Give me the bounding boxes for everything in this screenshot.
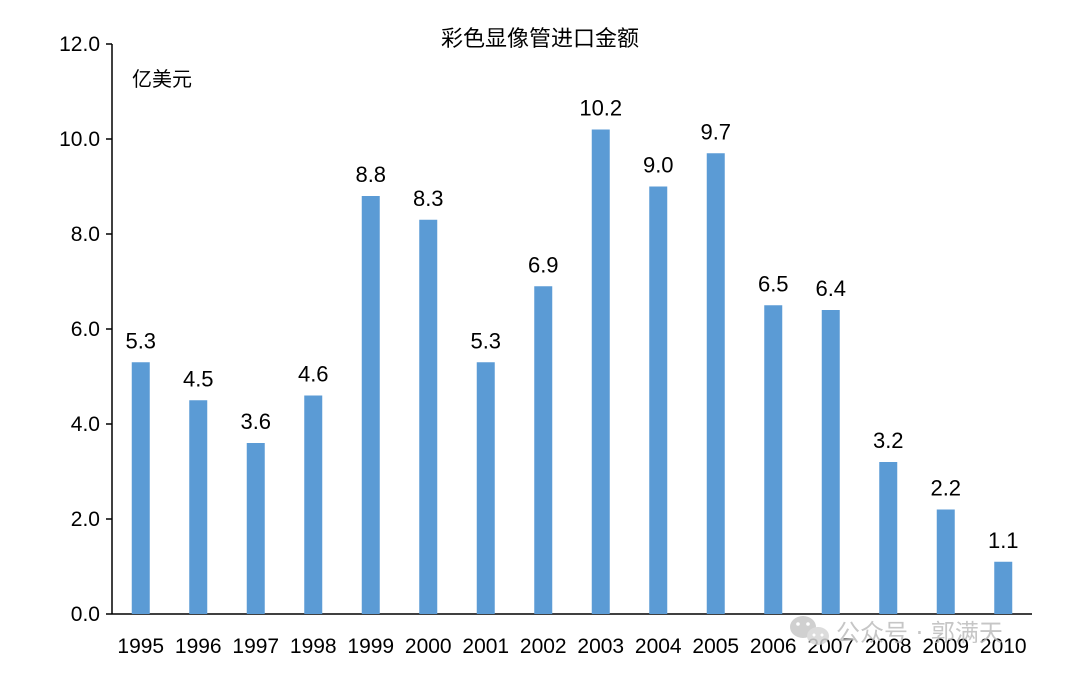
bar-1997 bbox=[246, 443, 265, 614]
data-label-1996: 4.5 bbox=[183, 366, 214, 391]
bar-2003 bbox=[591, 129, 610, 614]
data-label-2004: 9.0 bbox=[643, 153, 674, 178]
data-label-2000: 8.3 bbox=[413, 186, 444, 211]
data-label-1998: 4.6 bbox=[298, 362, 329, 387]
category-label-2000: 2000 bbox=[405, 635, 452, 658]
category-label-2009: 2009 bbox=[922, 635, 969, 658]
data-label-2005: 9.7 bbox=[700, 119, 731, 144]
bar-1998 bbox=[304, 395, 323, 614]
bar-1996 bbox=[189, 400, 208, 614]
bar-2000 bbox=[419, 219, 438, 614]
data-label-1995: 5.3 bbox=[125, 328, 156, 353]
y-tick-label: 10.0 bbox=[59, 128, 100, 151]
data-label-2007: 6.4 bbox=[815, 276, 846, 301]
watermark: 公众号 · 郭满天 bbox=[790, 616, 1003, 647]
data-label-1999: 8.8 bbox=[355, 162, 386, 187]
category-label-2001: 2001 bbox=[462, 635, 509, 658]
y-tick-label: 2.0 bbox=[71, 508, 100, 531]
data-label-2001: 5.3 bbox=[470, 328, 501, 353]
bar-2001 bbox=[476, 362, 495, 614]
y-tick-label: 4.0 bbox=[71, 413, 100, 436]
category-label-2005: 2005 bbox=[692, 635, 739, 658]
category-label-2006: 2006 bbox=[750, 635, 797, 658]
category-label-1997: 1997 bbox=[232, 635, 279, 658]
bar-2002 bbox=[534, 286, 553, 614]
data-label-2010: 1.1 bbox=[988, 528, 1019, 553]
data-label-1997: 3.6 bbox=[240, 409, 271, 434]
category-label-1998: 1998 bbox=[290, 635, 337, 658]
watermark-text: 公众号 · 郭满天 bbox=[836, 619, 1003, 647]
data-label-2008: 3.2 bbox=[873, 428, 904, 453]
y-tick-label: 8.0 bbox=[71, 223, 100, 246]
data-label-2009: 2.2 bbox=[930, 476, 961, 501]
bar-2007 bbox=[821, 310, 840, 614]
y-tick-label: 0.0 bbox=[71, 603, 100, 626]
y-tick-label: 6.0 bbox=[71, 318, 100, 341]
unit-label: 亿美元 bbox=[132, 67, 192, 91]
data-labels-group: 5.3 4.5 3.6 4.6 8.8 8.3 5.3 6.9 10.2 9.0 9.7 6.5 6.4… bbox=[125, 96, 1018, 553]
category-labels-group: 1995 1996 1997 1998 1999 2000 2001 2002 2003 2004… bbox=[117, 635, 1026, 658]
bar-2006 bbox=[764, 305, 783, 614]
bar-2008 bbox=[879, 462, 898, 614]
bar-1999 bbox=[361, 196, 380, 614]
data-label-2003: 10.2 bbox=[579, 96, 622, 121]
data-label-2006: 6.5 bbox=[758, 271, 789, 296]
category-label-1999: 1999 bbox=[347, 635, 394, 658]
bar-2005 bbox=[706, 153, 725, 614]
data-label-2002: 6.9 bbox=[528, 252, 559, 277]
bar-2004 bbox=[649, 186, 668, 614]
category-label-2008: 2008 bbox=[865, 635, 912, 658]
category-label-1995: 1995 bbox=[117, 635, 164, 658]
y-axis: 0.0 2.0 4.0 6.0 8.0 10.0 12.0 bbox=[59, 33, 113, 626]
bars-group bbox=[131, 129, 1013, 614]
category-label-1996: 1996 bbox=[175, 635, 222, 658]
category-label-2002: 2002 bbox=[520, 635, 567, 658]
bar-1995 bbox=[131, 362, 150, 614]
bar-2010 bbox=[994, 561, 1013, 614]
category-label-2003: 2003 bbox=[577, 635, 624, 658]
chart-title: 彩色显像管进口金额 bbox=[441, 27, 639, 52]
category-label-2004: 2004 bbox=[635, 635, 682, 658]
wechat-icon bbox=[790, 616, 829, 645]
y-tick-label: 12.0 bbox=[59, 33, 100, 56]
category-label-2010: 2010 bbox=[980, 635, 1027, 658]
bar-2009 bbox=[936, 509, 955, 614]
